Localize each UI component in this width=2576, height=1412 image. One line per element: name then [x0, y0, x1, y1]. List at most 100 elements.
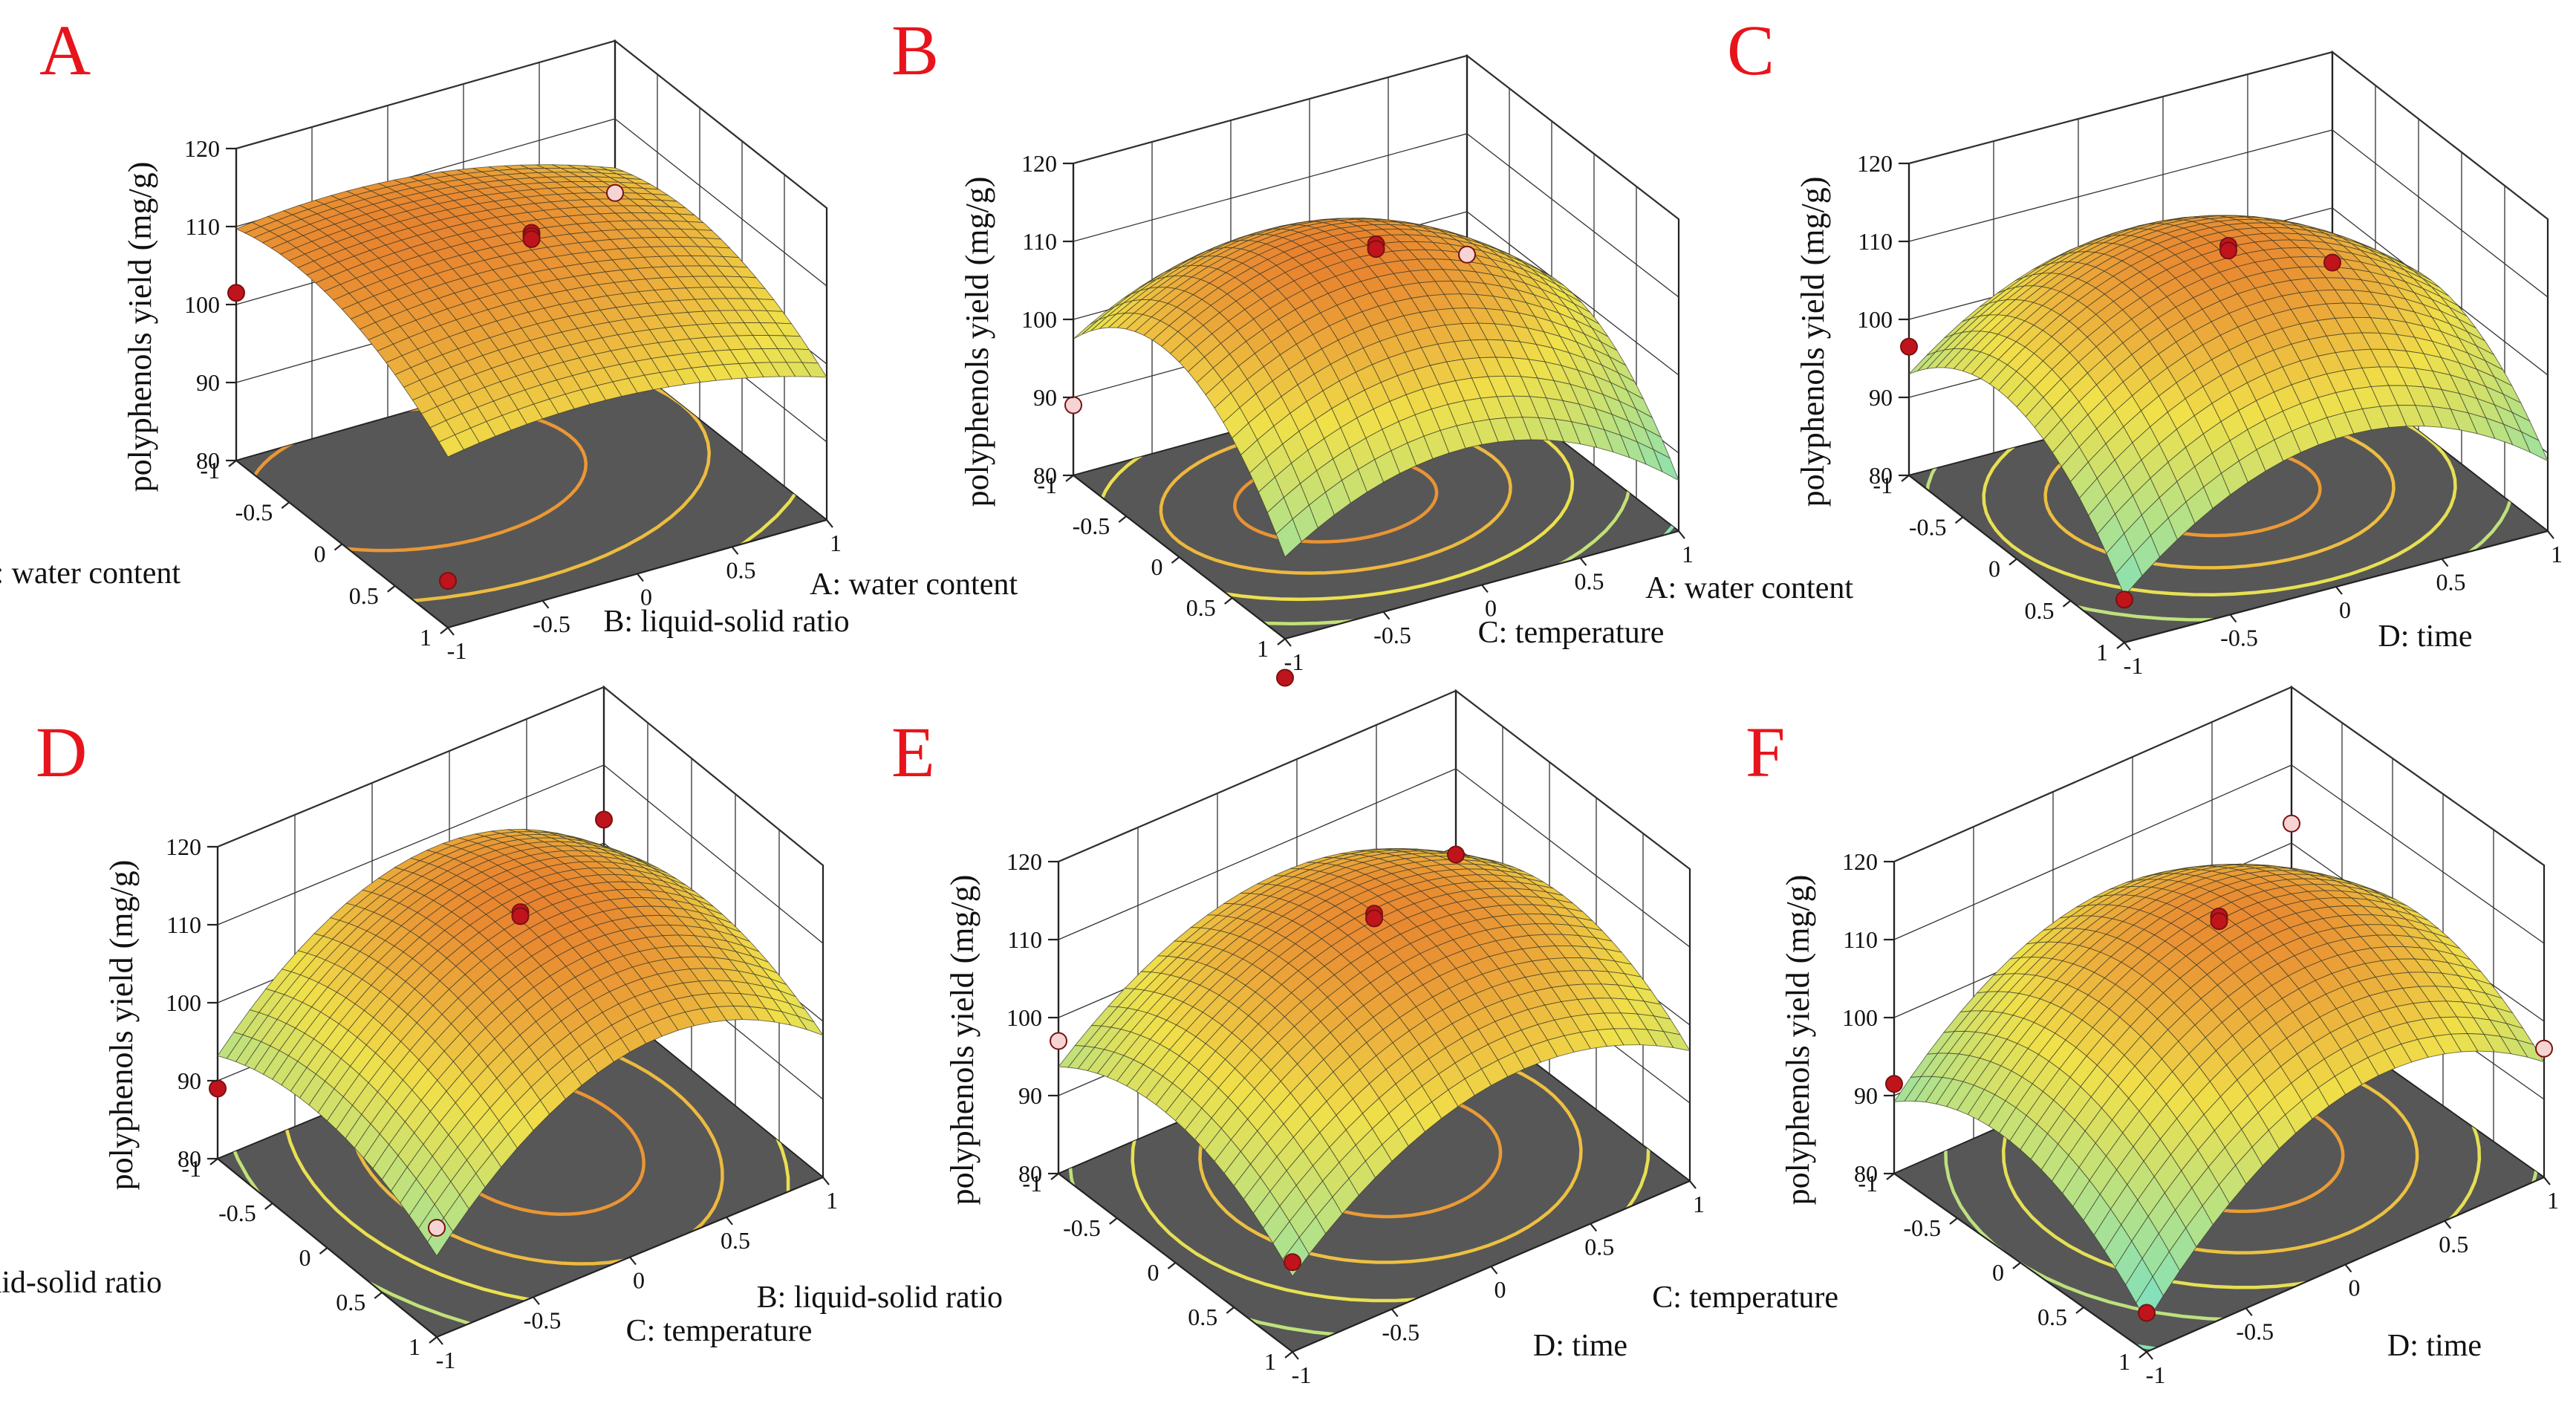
y-axis-label: C: temperature: [1478, 616, 1665, 650]
z-gridline: [1058, 690, 1691, 870]
design-point: [2283, 814, 2300, 833]
x-tick-label: -0.5: [1909, 513, 1947, 540]
y-tick-label: 0.5: [2436, 569, 2466, 596]
y-axis-label: D: time: [2387, 1329, 2482, 1363]
x-tick-mark: [2009, 558, 2017, 566]
y-tick-mark: [1590, 1223, 1598, 1232]
x-tick-label: 0.5: [1188, 1304, 1217, 1330]
y-axis-label: D: time: [1533, 1329, 1627, 1363]
front-axes: 80 90 100 110 120 -1 -0.5 0 0.5 1 -1 -0.5 0 0.5 1: [1021, 150, 1694, 675]
x-tick-mark: [1901, 475, 1910, 482]
response-surface: [217, 829, 824, 1257]
z-tick-label: 90: [1869, 384, 1893, 411]
y-tick-label: -0.5: [533, 611, 570, 637]
y-tick-mark: [1579, 557, 1587, 566]
x-tick-mark: [2075, 1307, 2084, 1314]
y-tick-label: 1: [2551, 541, 2563, 567]
response-surface: [1058, 847, 1691, 1277]
x-tick-mark: [440, 627, 449, 634]
x-tick-mark: [1886, 1173, 1895, 1180]
x-axis-label: A: water content: [1645, 571, 1853, 605]
y-tick-label: -1: [2124, 652, 2144, 679]
y-tick-mark: [1689, 1180, 1697, 1189]
x-tick-mark: [1109, 1217, 1118, 1225]
y-tick-mark: [2124, 642, 2131, 651]
panel-letter: E: [891, 712, 935, 792]
design-point: [209, 1079, 227, 1098]
z-tick-label: 80: [196, 447, 220, 474]
x-tick-mark: [2138, 1351, 2147, 1359]
z-gridline: [1073, 55, 1679, 220]
design-point: [522, 230, 541, 248]
y-tick-label: -1: [1284, 648, 1304, 675]
y-tick-label: 0.5: [1575, 567, 1604, 594]
design-point: [511, 907, 530, 925]
z-axis-label: polyphenols yield (mg/g): [103, 860, 140, 1191]
panel-letter: B: [891, 10, 939, 90]
z-tick-label: 100: [184, 291, 220, 318]
chart-panel-a: 80 90 100 110 120 -1 -0.5 0 0.5 1 -1 -0.5 0 0.5 1 A: wa…: [0, 10, 850, 664]
x-tick-mark: [334, 543, 343, 551]
design-point: [2219, 241, 2237, 260]
z-tick-label: 100: [166, 989, 201, 1016]
x-tick-mark: [429, 1336, 438, 1344]
y-tick-label: 0.5: [726, 556, 756, 583]
x-tick-label: -1: [1873, 472, 1893, 498]
front-axes: 80 90 100 110 120 -1 -0.5 0 0.5 1 -1 -0.5 0 0.5 1: [1842, 848, 2559, 1388]
x-tick-label: 0: [1988, 556, 2000, 582]
y-axis-label: B: liquid-solid ratio: [603, 605, 849, 639]
design-point: [1885, 1075, 1903, 1093]
y-tick-label: 0: [2339, 596, 2351, 623]
x-tick-mark: [1954, 516, 1964, 524]
design-point: [1276, 668, 1294, 687]
design-points: [1885, 814, 2553, 1322]
x-tick-label: 0: [1151, 553, 1163, 580]
y-tick-label: -1: [436, 1347, 456, 1373]
design-point: [595, 810, 613, 829]
panel-letter: C: [1727, 10, 1775, 90]
x-tick-label: 1: [2096, 639, 2108, 666]
y-tick-label: 1: [1693, 1191, 1705, 1217]
response-surface: [1073, 218, 1679, 558]
panel-letter: F: [1746, 712, 1785, 792]
z-gridline: [235, 40, 827, 209]
design-point: [606, 183, 624, 202]
design-point: [1050, 1032, 1067, 1050]
y-tick-mark: [2344, 1263, 2352, 1273]
z-gridline: [217, 764, 824, 944]
design-point: [2535, 1039, 2553, 1058]
design-point: [2323, 253, 2341, 272]
x-axis-label: B: liquid-solid ratio: [0, 1266, 162, 1300]
z-tick-label: 100: [1842, 1004, 1878, 1031]
y-tick-mark: [1391, 1308, 1399, 1318]
z-gridline: [1908, 51, 2549, 220]
y-tick-mark: [2335, 586, 2343, 595]
x-tick-label: 0.5: [336, 1289, 365, 1315]
design-points: [1900, 237, 2341, 609]
response-surface: [1893, 863, 2545, 1323]
z-gridline: [1893, 764, 2545, 944]
x-tick-label: 0.5: [349, 582, 379, 609]
z-axis-label: polyphenols yield (mg/g): [944, 875, 980, 1206]
z-axis-label: polyphenols yield (mg/g): [1795, 177, 1831, 507]
z-tick-label: 80: [1033, 462, 1057, 489]
response-surface: [1908, 215, 2549, 596]
y-tick-mark: [2441, 558, 2449, 567]
x-tick-mark: [264, 1203, 273, 1210]
x-tick-label: -1: [200, 457, 220, 484]
y-tick-label: -0.5: [2220, 625, 2258, 651]
x-tick-mark: [387, 585, 396, 593]
z-tick-label: 90: [1018, 1082, 1042, 1109]
design-points: [1064, 235, 1476, 687]
x-tick-label: -0.5: [1073, 513, 1110, 539]
x-tick-mark: [1226, 1307, 1235, 1314]
z-tick-label: 120: [1006, 848, 1042, 875]
design-point: [1365, 909, 1383, 928]
y-tick-label: 0.5: [2439, 1231, 2468, 1258]
x-tick-mark: [319, 1247, 328, 1255]
x-tick-mark: [1167, 1262, 1177, 1269]
y-tick-mark: [822, 1177, 830, 1185]
x-tick-mark: [1118, 515, 1127, 523]
y-tick-label: -0.5: [1373, 622, 1411, 648]
